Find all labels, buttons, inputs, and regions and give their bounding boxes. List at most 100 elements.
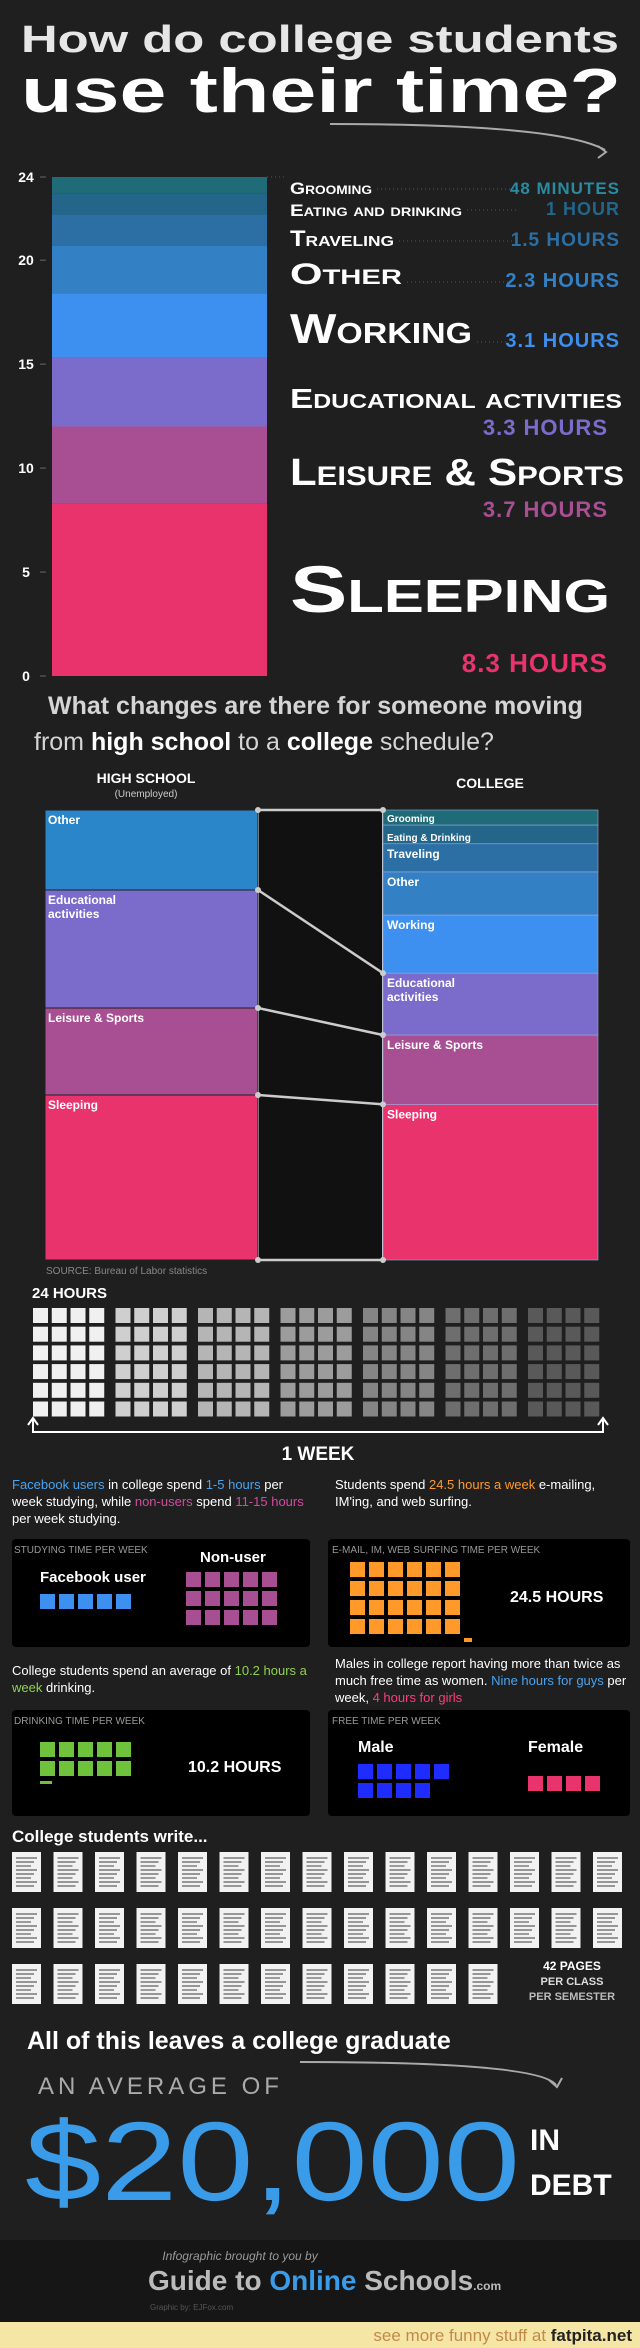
hour-square (565, 1345, 581, 1361)
hour-square (70, 1382, 86, 1398)
y-tick-label: 0 (22, 668, 30, 684)
hour-square (115, 1326, 131, 1342)
hour-square (171, 1345, 187, 1361)
hour-square (70, 1364, 86, 1380)
dot (380, 1032, 386, 1038)
hour-square (70, 1326, 86, 1342)
hour-square (153, 1401, 168, 1417)
hour-square (318, 1364, 333, 1380)
surf-square (369, 1600, 384, 1615)
drink-square (40, 1742, 55, 1757)
hour-square (501, 1326, 517, 1342)
hour-square (254, 1345, 270, 1361)
hour-square (528, 1364, 543, 1380)
box-label: Facebook user (40, 1569, 146, 1586)
hour-square (198, 1382, 213, 1398)
study-square (262, 1591, 277, 1606)
hour-square (336, 1382, 352, 1398)
hour-square (198, 1364, 213, 1380)
dot (380, 807, 386, 813)
value-label: 2.3 HOURS (505, 270, 620, 292)
surf-square (369, 1581, 384, 1596)
hour-square (171, 1326, 187, 1342)
drink-square (40, 1781, 52, 1784)
college-label: Sleeping (387, 1107, 437, 1121)
surf-square (388, 1619, 403, 1634)
college-segment (382, 914, 599, 974)
hour-square (528, 1345, 543, 1361)
hour-square (318, 1401, 333, 1417)
arrow (299, 2061, 563, 2089)
surf-square (426, 1562, 441, 1577)
y-tick-label: 15 (18, 356, 34, 372)
brand: Guide to Online Schools.com (148, 2265, 501, 2296)
legend-label: Other (290, 258, 402, 291)
hour-square (584, 1326, 600, 1342)
debt-amount: $20,000 (25, 2099, 520, 2224)
legend-label: Eating and drinking (290, 201, 462, 220)
hour-square (216, 1401, 232, 1417)
hours-label: 24 HOURS (32, 1285, 107, 1302)
question: from high school to a college schedule? (34, 728, 494, 756)
hour-square (363, 1382, 378, 1398)
hour-square (381, 1345, 397, 1361)
hour-square (33, 1364, 48, 1380)
study-square (224, 1591, 239, 1606)
hour-square (464, 1326, 480, 1342)
hour-square (483, 1401, 498, 1417)
hour-square (216, 1364, 232, 1380)
hour-square (280, 1382, 296, 1398)
connector (257, 888, 384, 975)
college-segment (382, 871, 599, 916)
surf-square (426, 1600, 441, 1615)
hs-label-line: Educational (48, 893, 116, 907)
hour-square (299, 1364, 315, 1380)
footer-text: Infographic brought to you by (162, 2249, 318, 2263)
hour-square (381, 1308, 397, 1323)
hour-square (318, 1308, 333, 1323)
hour-square (546, 1364, 562, 1380)
hour-square (381, 1364, 397, 1380)
college-label-line: Working (387, 918, 435, 932)
gap (257, 809, 384, 1261)
drink-square (59, 1742, 74, 1757)
hour-square (528, 1326, 543, 1342)
hour-square (33, 1345, 48, 1361)
hour-square (89, 1326, 105, 1342)
value-label: 1.5 HOURS (511, 230, 620, 251)
study-square (224, 1572, 239, 1587)
hour-square (464, 1308, 480, 1323)
hour-square (89, 1401, 105, 1417)
study-square (205, 1610, 220, 1625)
hour-square (70, 1308, 86, 1323)
college-label: Educational activities (387, 976, 455, 1004)
box-label: Non-user (200, 1549, 266, 1566)
hour-square (33, 1308, 48, 1323)
hour-square (134, 1308, 150, 1323)
hour-square (445, 1401, 461, 1417)
hour-square (445, 1326, 461, 1342)
hour-square (565, 1401, 581, 1417)
bar-segment (52, 245, 267, 294)
hour-square (299, 1401, 315, 1417)
hour-square (483, 1382, 498, 1398)
hs-label: Other (48, 813, 80, 827)
hour-square (51, 1364, 67, 1380)
fact-text: Facebook users in college spend 1-5 hour… (12, 1477, 304, 1526)
footer (0, 2240, 640, 2322)
surf-square (407, 1562, 422, 1577)
study-square (262, 1610, 277, 1625)
y-tick-label: 24 (18, 169, 34, 185)
box-title: E-MAIL, IM, WEB SURFING TIME PER WEEK (332, 1545, 540, 1556)
hour-square (216, 1345, 232, 1361)
free-square (396, 1783, 411, 1798)
banner (0, 2322, 640, 2348)
y-tick-label: 10 (18, 460, 34, 476)
hs-label: Leisure & Sports (48, 1011, 144, 1025)
surf-square (350, 1581, 365, 1596)
hour-square (445, 1308, 461, 1323)
hour-square (198, 1326, 213, 1342)
value-label: 48 MINUTES (510, 179, 620, 198)
